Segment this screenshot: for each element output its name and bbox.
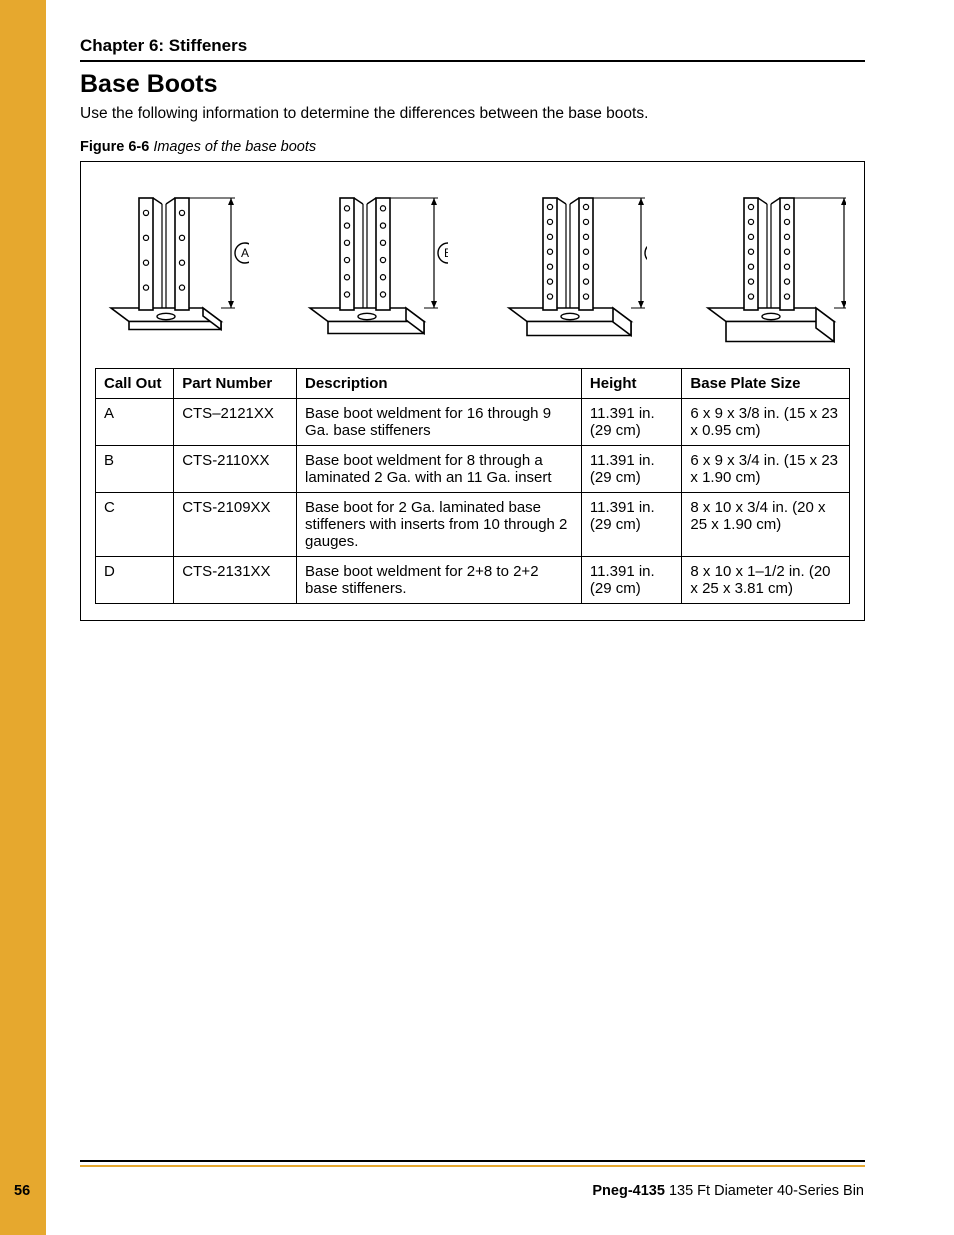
svg-text:A: A — [241, 246, 249, 260]
col-description: Description — [297, 369, 582, 399]
cell-desc: Base boot weldment for 8 through a lamin… — [297, 446, 582, 493]
cell-desc: Base boot weldment for 2+8 to 2+2 base s… — [297, 557, 582, 604]
table-header-row: Call Out Part Number Description Height … — [96, 369, 850, 399]
cell-height: 11.391 in. (29 cm) — [581, 493, 682, 557]
table-row: DCTS-2131XXBase boot weldment for 2+8 to… — [96, 557, 850, 604]
boot-diagram-c: C — [497, 180, 647, 350]
page-number: 56 — [14, 1183, 30, 1199]
cell-part: CTS-2109XX — [174, 493, 297, 557]
cell-desc: Base boot for 2 Ga. laminated base stiff… — [297, 493, 582, 557]
col-callout: Call Out — [96, 369, 174, 399]
boot-diagram-d: D — [696, 180, 846, 350]
boot-item: C — [497, 180, 647, 350]
chapter-title: Chapter 6: Stiffeners — [80, 36, 865, 56]
cell-desc: Base boot weldment for 16 through 9 Ga. … — [297, 399, 582, 446]
base-boot-table: Call Out Part Number Description Height … — [95, 368, 850, 604]
cell-height: 11.391 in. (29 cm) — [581, 557, 682, 604]
cell-part: CTS–2121XX — [174, 399, 297, 446]
footer-rule — [80, 1160, 865, 1167]
page-content: Chapter 6: Stiffeners Base Boots Use the… — [80, 36, 865, 621]
figure-label-bold: Figure 6-6 — [80, 139, 149, 155]
table-row: ACTS–2121XXBase boot weldment for 16 thr… — [96, 399, 850, 446]
boot-item: D — [696, 180, 846, 350]
cell-plate: 8 x 10 x 1–1/2 in. (20 x 25 x 3.81 cm) — [682, 557, 850, 604]
doc-code: Pneg-4135 135 Ft Diameter 40-Series Bin — [592, 1183, 864, 1199]
base-boot-images-row: A B CD — [95, 174, 850, 368]
table-row: BCTS-2110XXBase boot weldment for 8 thro… — [96, 446, 850, 493]
cell-callout: B — [96, 446, 174, 493]
section-title: Base Boots — [80, 70, 865, 99]
left-accent-bar — [0, 0, 46, 1235]
intro-text: Use the following information to determi… — [80, 105, 865, 123]
boot-diagram-b: B — [298, 180, 448, 350]
svg-text:B: B — [444, 246, 448, 260]
cell-part: CTS-2131XX — [174, 557, 297, 604]
table-body: ACTS–2121XXBase boot weldment for 16 thr… — [96, 399, 850, 604]
figure-label-italic: Images of the base boots — [149, 139, 316, 155]
table-row: CCTS-2109XXBase boot for 2 Ga. laminated… — [96, 493, 850, 557]
cell-callout: A — [96, 399, 174, 446]
col-base-plate: Base Plate Size — [682, 369, 850, 399]
footer: 56 Pneg-4135 135 Ft Diameter 40-Series B… — [14, 1183, 864, 1199]
figure-box: ABCD Call Out Part Number Description He… — [80, 161, 865, 621]
cell-callout: D — [96, 557, 174, 604]
doc-code-bold: Pneg-4135 — [592, 1183, 665, 1199]
cell-height: 11.391 in. (29 cm) — [581, 399, 682, 446]
boot-item: B — [298, 180, 448, 350]
cell-callout: C — [96, 493, 174, 557]
cell-height: 11.391 in. (29 cm) — [581, 446, 682, 493]
doc-code-rest: 135 Ft Diameter 40-Series Bin — [665, 1183, 864, 1199]
col-height: Height — [581, 369, 682, 399]
col-part-number: Part Number — [174, 369, 297, 399]
boot-item: A — [99, 180, 249, 350]
cell-plate: 8 x 10 x 3/4 in. (20 x 25 x 1.90 cm) — [682, 493, 850, 557]
boot-diagram-a: A — [99, 180, 249, 350]
cell-plate: 6 x 9 x 3/8 in. (15 x 23 x 0.95 cm) — [682, 399, 850, 446]
cell-plate: 6 x 9 x 3/4 in. (15 x 23 x 1.90 cm) — [682, 446, 850, 493]
header-rule — [80, 60, 865, 62]
figure-caption: Figure 6-6 Images of the base boots — [80, 139, 865, 155]
cell-part: CTS-2110XX — [174, 446, 297, 493]
